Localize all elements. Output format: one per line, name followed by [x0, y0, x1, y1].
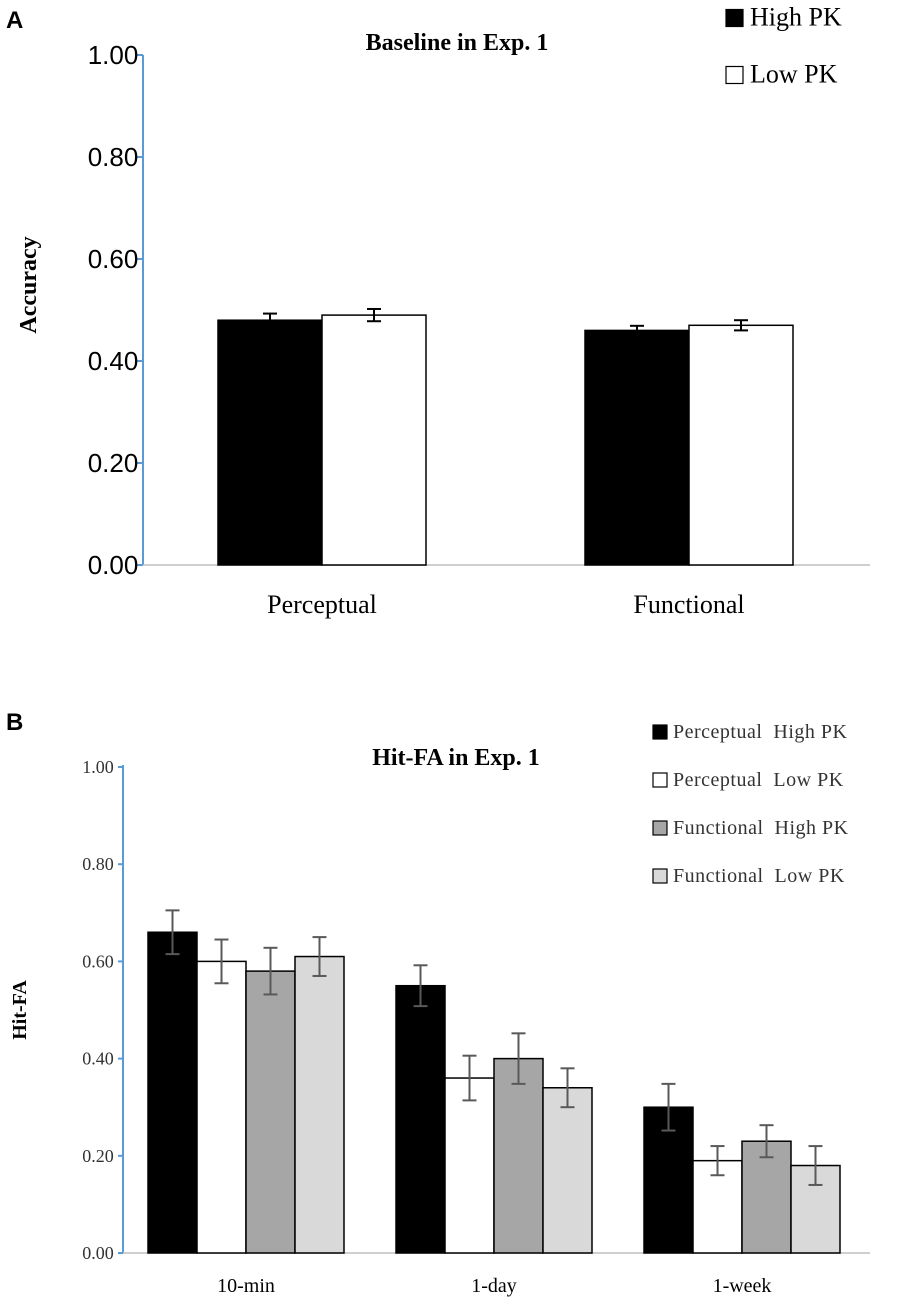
- panel-b-y-tick-label: 0.40: [82, 1049, 114, 1069]
- panel-a-x-category-label: Functional: [633, 590, 744, 619]
- panel-a-legend-swatch: [725, 65, 744, 85]
- panel-a-legend-swatch: [725, 8, 744, 28]
- panel-b-legend-label: Perceptual Low PK: [673, 769, 844, 791]
- panel-b-y-tick-label: 1.00: [82, 757, 114, 777]
- panel-b-legend-swatch: [652, 724, 668, 740]
- panel-b-x-category-label: 10-min: [217, 1275, 275, 1297]
- panel-b-y-axis-label: Hit-FA: [9, 980, 31, 1040]
- panel-a-y-axis-label: Accuracy: [16, 236, 42, 333]
- panel-a-y-tick-label: 1.00: [88, 40, 139, 70]
- panel-b-bar: [147, 931, 198, 1254]
- panel-b-y-tick-label: 0.20: [82, 1146, 114, 1166]
- panel-a-legend-label: Low PK: [750, 60, 838, 89]
- panel-a-y-tick-label: 0.40: [88, 346, 139, 376]
- panel-b-bar: [245, 970, 296, 1254]
- panel-b-bar: [643, 1106, 694, 1254]
- panel-b-bar: [196, 960, 247, 1254]
- panel-a-y-tick-label: 0.00: [88, 550, 139, 580]
- panel-b-bar: [542, 1087, 593, 1254]
- panel-a-bar: [217, 319, 323, 566]
- panel-a-letter: A: [6, 7, 23, 34]
- panel-b-x-category-label: 1-week: [713, 1275, 772, 1297]
- panel-b-x-category-label: 1-day: [471, 1275, 517, 1297]
- panel-a-legend-label: High PK: [750, 3, 842, 32]
- panel-a: A Baseline in Exp. 1 Accuracy 0.00 0.20 0.…: [6, 3, 870, 619]
- panel-b-title: Hit-FA in Exp. 1: [372, 745, 540, 771]
- panel-a-x-category-label: Perceptual: [267, 590, 377, 619]
- panel-b-bar: [294, 955, 345, 1254]
- panel-b-legend-label: Perceptual High PK: [673, 721, 848, 743]
- panel-a-bar: [321, 314, 427, 566]
- panel-a-legend: High PK Low PK: [725, 3, 842, 89]
- panel-a-y-tick-label: 0.60: [88, 244, 139, 274]
- panel-b: B Hit-FA in Exp. 1 Hit-FA 0.00 0.20 0.40 0.…: [6, 709, 870, 1297]
- panel-a-bar: [584, 329, 690, 566]
- panel-a-bar: [688, 324, 794, 566]
- panel-b-legend: Perceptual High PK Perceptual Low PK Funct…: [652, 721, 849, 887]
- panel-b-y-tick-label: 0.60: [82, 951, 114, 971]
- panel-a-y-tick-label: 0.20: [88, 448, 139, 478]
- panel-b-legend-swatch: [652, 820, 668, 836]
- panel-a-title: Baseline in Exp. 1: [366, 30, 549, 56]
- panel-b-y-tick-label: 0.80: [82, 854, 114, 874]
- panel-b-legend-swatch: [652, 868, 668, 884]
- panel-a-y-tick-label: 0.80: [88, 142, 139, 172]
- panel-b-legend-swatch: [652, 772, 668, 788]
- panel-b-letter: B: [6, 709, 23, 736]
- panel-b-legend-label: Functional High PK: [673, 817, 849, 839]
- panel-b-bar: [444, 1077, 495, 1254]
- panel-b-bar: [493, 1057, 544, 1254]
- panel-b-y-tick-label: 0.00: [82, 1243, 114, 1263]
- panel-b-bar: [395, 984, 446, 1254]
- panel-b-legend-label: Functional Low PK: [673, 865, 845, 887]
